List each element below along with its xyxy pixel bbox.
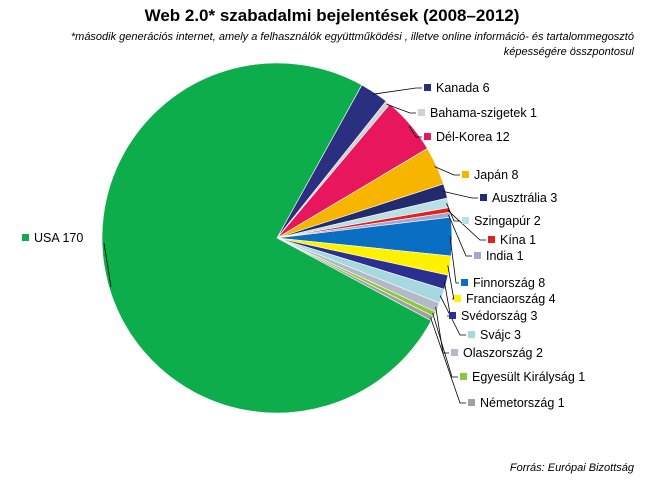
slice-label-franciaorszag: Franciaország 4 xyxy=(466,292,556,306)
slice-label-olaszorszag: Olaszország 2 xyxy=(463,346,543,360)
pie-slice-usa xyxy=(101,62,432,414)
leader-line-szingapur xyxy=(446,203,460,222)
leader-line-kanada xyxy=(373,87,422,95)
legend-marker-franciaorszag xyxy=(454,295,461,302)
leader-line-kina xyxy=(447,210,486,241)
leader-line-del-korea xyxy=(408,125,422,138)
slice-label-bahama-szigetek: Bahama-szigetek 1 xyxy=(430,106,537,120)
slice-label-india: India 1 xyxy=(486,249,524,263)
slice-label-kanada: Kanada 6 xyxy=(436,81,490,95)
legend-marker-kina xyxy=(488,236,495,243)
legend-marker-usa xyxy=(22,234,29,241)
leader-line-bahama-szigetek xyxy=(386,103,416,114)
legend-marker-egyesult-kiralysag xyxy=(460,373,467,380)
leader-line-finnorszag xyxy=(449,236,459,284)
legend-marker-bahama-szigetek xyxy=(418,109,425,116)
chart-title: Web 2.0* szabadalmi bejelentések (2008–2… xyxy=(144,6,520,25)
leader-line-india xyxy=(448,214,472,257)
slice-label-szingapur: Szingapúr 2 xyxy=(474,214,541,228)
legend-marker-svedorszag xyxy=(449,312,456,319)
leader-line-nemetorszag xyxy=(430,317,466,404)
legend-marker-india xyxy=(474,252,481,259)
slice-label-usa: USA 170 xyxy=(34,231,83,245)
slice-label-japan: Japán 8 xyxy=(474,168,519,182)
legend-marker-japan xyxy=(462,171,469,178)
leader-line-japan xyxy=(434,166,460,176)
leader-line-franciaorszag xyxy=(447,265,455,300)
legend-marker-finnorszag xyxy=(461,279,468,286)
legend-marker-szingapur xyxy=(462,217,469,224)
chart-source: Forrás: Európai Bizottság xyxy=(509,462,634,474)
slice-label-nemetorszag: Németország 1 xyxy=(480,396,565,410)
slice-label-egyesult-kiralysag: Egyesült Királyság 1 xyxy=(472,370,585,384)
slice-label-svedorszag: Svédország 3 xyxy=(461,309,537,323)
legend-marker-svajc xyxy=(468,331,475,338)
leader-line-egyesult-kiralysag xyxy=(432,313,458,378)
leader-line-ausztralia xyxy=(443,191,478,199)
slice-label-del-korea: Dél-Korea 12 xyxy=(436,130,510,144)
leader-line-usa xyxy=(103,242,112,287)
legend-marker-ausztralia xyxy=(480,194,487,201)
slice-label-ausztralia: Ausztrália 3 xyxy=(492,191,557,205)
slice-label-finnorszag: Finnország 8 xyxy=(473,276,545,290)
legend-marker-olaszorszag xyxy=(451,349,458,356)
legend-marker-del-korea xyxy=(424,133,431,140)
legend-marker-nemetorszag xyxy=(468,399,475,406)
leader-line-svajc xyxy=(439,295,466,336)
slice-label-kina: Kína 1 xyxy=(500,233,536,247)
chart-subtitle: *második generációs internet, amely a fe… xyxy=(70,31,634,58)
slice-label-svajc: Svájc 3 xyxy=(480,328,521,342)
legend-marker-kanada xyxy=(424,84,431,91)
